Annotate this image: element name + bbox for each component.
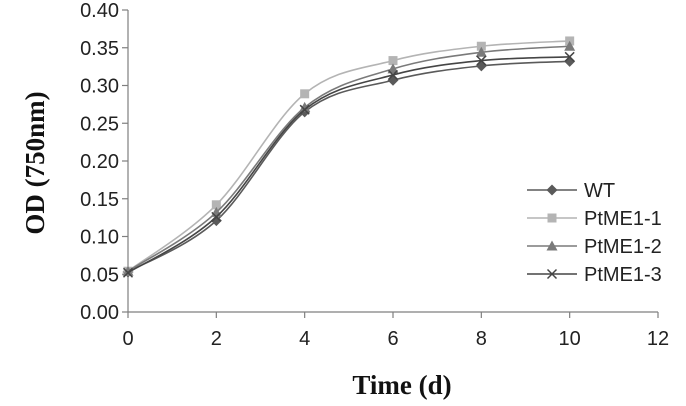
data-point-ptme1-2 [475,46,487,57]
legend-marker-wt [546,184,558,196]
y-tick-label: 0.15 [80,189,119,211]
series-line-ptme1-3 [127,56,570,274]
legend: WT PtME1-1 PtME1-2 PtME1-3 [527,180,662,286]
legend-label: PtME1-2 [584,236,662,258]
y-tick-label: 0.05 [80,264,119,286]
y-tick-label: 0.40 [80,0,119,22]
legend-item-wt: WT [527,180,615,202]
y-tick-label: 0.00 [80,302,119,324]
legend-marker-ptme1-2 [546,240,558,251]
data-point-ptme1-3 [387,69,399,80]
data-point-ptme1-3 [122,267,134,278]
data-point-ptme1-3 [211,211,222,222]
legend-item-ptme1-3: PtME1-3 [527,264,662,286]
data-point-ptme1-1 [300,89,310,99]
data-point-ptme1-2 [564,40,576,51]
x-tick-label: 0 [122,328,133,350]
data-point-ptme1-2 [122,265,134,276]
legend-label: PtME1-3 [584,264,662,286]
data-point-ptme1-1 [476,41,486,51]
legend-item-ptme1-2: PtME1-2 [527,236,662,258]
data-point-wt [475,60,487,72]
x-tick-label: 2 [211,328,222,350]
series-layer [122,36,576,278]
legend-label: WT [584,180,615,202]
x-axis: 0 2 4 6 8 10 12 [122,311,669,350]
series-ptme1-3 [122,51,575,278]
y-tick-label: 0.20 [80,151,119,173]
data-point-ptme1-1 [388,56,398,66]
data-point-ptme1-3 [564,51,575,62]
data-point-ptme1-2 [387,63,399,74]
y-tick-label: 0.35 [80,38,119,60]
series-wt [122,55,576,278]
data-point-wt [210,215,222,227]
data-point-ptme1-3 [299,104,310,115]
data-point-ptme1-2 [299,101,311,112]
legend-label: PtME1-1 [584,208,662,230]
y-tick-label: 0.30 [80,76,119,98]
y-tick-label: 0.10 [80,227,119,249]
legend-item-ptme1-1: PtME1-1 [527,208,662,230]
legend-marker-ptme1-1 [547,213,557,223]
y-axis: 0.00 0.05 0.10 0.15 0.20 0.25 0.30 0.35 0.40 [80,0,129,324]
x-tick-label: 12 [647,328,669,350]
series-line-wt [127,60,570,273]
data-point-ptme1-3 [476,55,487,66]
x-axis-title: Time (d) [352,370,451,400]
y-tick-label: 0.25 [80,113,119,135]
x-tick-label: 6 [387,328,398,350]
series-line-ptme1-2 [127,45,570,272]
x-tick-label: 10 [559,328,581,350]
y-axis-title: OD (750nm) [20,91,50,234]
x-tick-label: 4 [299,328,310,350]
data-point-ptme1-1 [211,200,221,210]
x-tick-label: 8 [476,328,487,350]
legend-marker-ptme1-3 [546,268,558,280]
